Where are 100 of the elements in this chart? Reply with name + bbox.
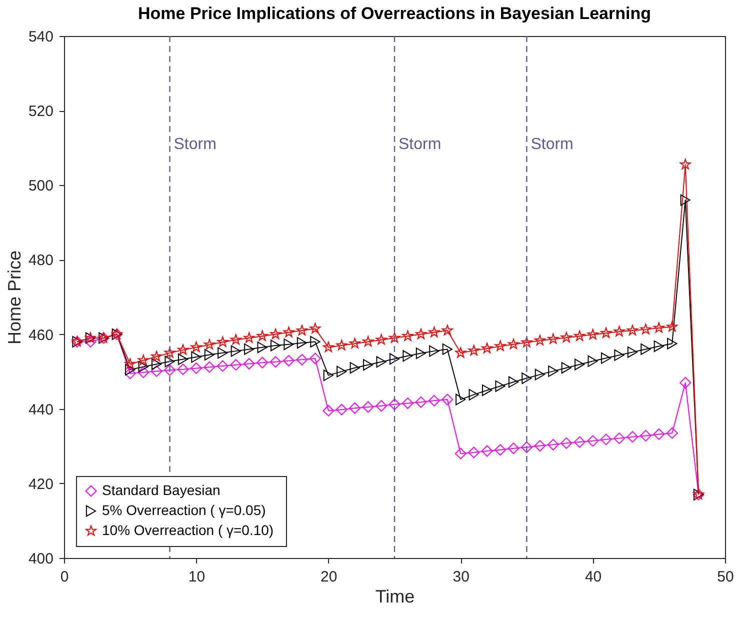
point (349, 338, 360, 348)
point (178, 354, 188, 366)
point (402, 350, 413, 362)
x-tick-label: 0 (60, 568, 69, 586)
point (442, 394, 454, 406)
point (296, 324, 308, 336)
point (138, 360, 148, 372)
point (429, 345, 440, 357)
y-tick-label: 520 (28, 103, 54, 120)
point (574, 436, 586, 448)
y-tick-label: 440 (28, 401, 54, 418)
point (190, 362, 202, 374)
point (296, 337, 307, 349)
point (177, 344, 188, 355)
point (349, 402, 361, 414)
point (270, 328, 282, 340)
point (626, 324, 638, 336)
point (640, 343, 651, 355)
point (363, 359, 374, 371)
point (164, 364, 176, 376)
point (125, 364, 136, 376)
point (468, 446, 480, 458)
y-tick-label: 420 (28, 476, 54, 493)
point (574, 330, 586, 341)
point (310, 322, 321, 334)
point (456, 394, 466, 406)
point (508, 442, 520, 454)
point (614, 326, 625, 336)
point (152, 358, 162, 370)
point (534, 334, 546, 346)
point (350, 362, 360, 374)
point (415, 396, 427, 408)
point (389, 353, 400, 365)
point (481, 445, 493, 457)
point (310, 336, 320, 348)
point (177, 364, 189, 376)
point (309, 352, 321, 364)
point (547, 438, 559, 450)
point (376, 356, 386, 368)
point (442, 324, 453, 336)
point (653, 428, 665, 440)
point (653, 322, 664, 333)
x-tick-label: 30 (452, 568, 470, 586)
ref-line-label: Storm (174, 136, 216, 153)
point (230, 334, 242, 345)
point (560, 437, 572, 449)
point (468, 388, 479, 400)
point (402, 398, 414, 410)
point (666, 427, 678, 439)
point (230, 345, 241, 357)
point (282, 355, 294, 367)
point (270, 356, 282, 368)
point (336, 404, 348, 416)
point (495, 380, 506, 392)
point (442, 343, 452, 355)
point (244, 332, 255, 343)
ref-line-label: Storm (398, 136, 442, 153)
point (614, 349, 624, 361)
point (164, 347, 176, 358)
point (151, 350, 162, 362)
point (640, 430, 652, 442)
y-tick-label: 400 (28, 550, 54, 568)
point (600, 434, 612, 446)
y-tick-label: 500 (28, 178, 54, 195)
point (84, 336, 96, 348)
ref-line-label: Storm (530, 136, 574, 153)
point (191, 351, 202, 363)
point (204, 338, 215, 350)
point (534, 368, 545, 380)
point (548, 365, 558, 377)
point (336, 340, 348, 350)
point (415, 328, 426, 340)
point (640, 324, 652, 334)
point (230, 359, 242, 371)
point (376, 334, 387, 345)
point (626, 431, 638, 443)
point (284, 338, 294, 350)
legend-label: Standard Bayesian (102, 482, 220, 498)
point (520, 442, 532, 454)
point (627, 346, 638, 358)
x-axis-title: Time (375, 586, 415, 606)
point (217, 336, 228, 347)
point (138, 366, 150, 378)
point (322, 342, 334, 352)
point (561, 362, 572, 374)
point (508, 376, 519, 388)
point (388, 398, 400, 410)
y-axis-title: Home Price (4, 250, 24, 345)
point (190, 342, 202, 352)
point (508, 338, 519, 350)
y-tick-label: 460 (28, 326, 54, 344)
y-tick-label: 480 (28, 252, 54, 270)
point (574, 358, 585, 370)
point (680, 194, 690, 206)
point (204, 361, 216, 373)
point (402, 330, 414, 341)
point (283, 326, 294, 338)
point (256, 356, 268, 368)
point (218, 347, 228, 359)
point (455, 347, 466, 358)
